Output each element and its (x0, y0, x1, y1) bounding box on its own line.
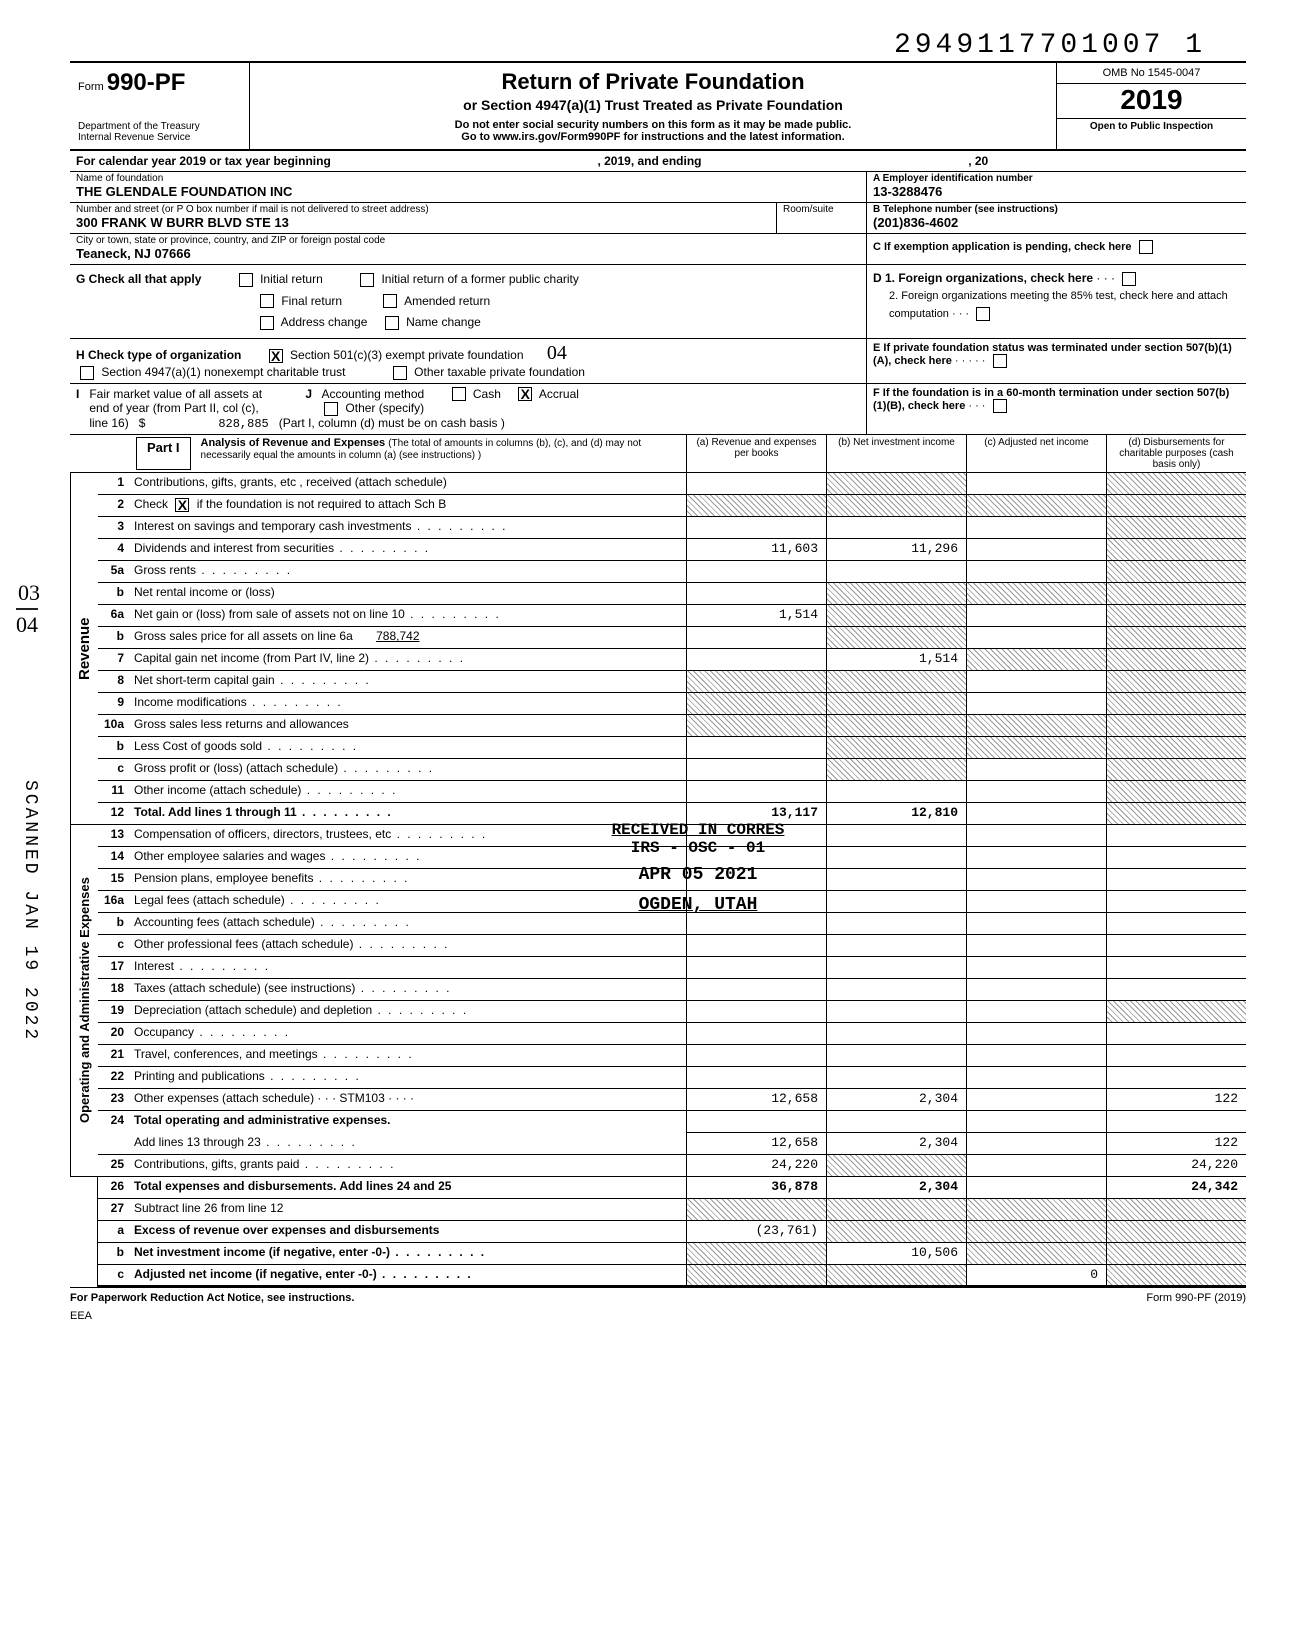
checkbox-c[interactable] (1139, 240, 1153, 254)
checkbox-4947[interactable] (80, 366, 94, 380)
received-stamp: RECEIVED IN CORRES IRS - OSC - 01 APR 05… (518, 821, 878, 915)
handwritten-03: 03 (18, 580, 40, 606)
ein: 13-3288476 (867, 184, 1246, 202)
checkbox-name-change[interactable] (385, 316, 399, 330)
form-title: Return of Private Foundation (258, 69, 1048, 95)
form-header: Form 990-PF Department of the Treasury I… (70, 61, 1246, 151)
phone: (201)836-4602 (867, 215, 1246, 233)
omb-number: OMB No 1545-0047 (1057, 63, 1246, 84)
scanned-stamp: SCANNED JAN 19 2022 (20, 780, 40, 1042)
checkbox-other-method[interactable] (324, 402, 338, 416)
checkbox-cash[interactable] (452, 387, 466, 401)
checkbox-other-tax[interactable] (393, 366, 407, 380)
revenue-label: Revenue (70, 473, 98, 825)
checkbox-schb[interactable]: X (175, 498, 189, 512)
handwritten-04: 04 (16, 608, 38, 638)
page-footer: For Paperwork Reduction Act Notice, see … (70, 1287, 1246, 1304)
expenses-label: Operating and Administrative Expenses (70, 825, 98, 1177)
eea: EEA (70, 1310, 1246, 1322)
checkbox-amended[interactable] (383, 294, 397, 308)
foundation-city: Teaneck, NJ 07666 (70, 246, 866, 264)
document-locator-number: 2949117701007 1 (70, 30, 1246, 61)
calendar-year-line: For calendar year 2019 or tax year begin… (70, 151, 1246, 172)
checkbox-d2[interactable] (976, 307, 990, 321)
handwritten-04b: 04 (547, 342, 567, 364)
form-year: 2019 (1057, 84, 1246, 119)
part1-header: Part I Analysis of Revenue and Expenses … (70, 435, 1246, 473)
fmv-amount: 828,885 (149, 417, 269, 431)
foundation-address: 300 FRANK W BURR BLVD STE 13 (70, 215, 776, 233)
line27a: (23,761) (686, 1221, 826, 1242)
checkbox-initial[interactable] (239, 273, 253, 287)
checkbox-final[interactable] (260, 294, 274, 308)
checkbox-501c3[interactable]: X (269, 349, 283, 363)
checkbox-addr-change[interactable] (260, 316, 274, 330)
checkbox-d1[interactable] (1122, 272, 1136, 286)
checkbox-e[interactable] (993, 354, 1007, 368)
checkbox-f[interactable] (993, 399, 1007, 413)
checkbox-initial-former[interactable] (360, 273, 374, 287)
line4-a: 11,603 (686, 539, 826, 560)
checkbox-accrual[interactable]: X (518, 387, 532, 401)
foundation-name: THE GLENDALE FOUNDATION INC (70, 184, 866, 202)
